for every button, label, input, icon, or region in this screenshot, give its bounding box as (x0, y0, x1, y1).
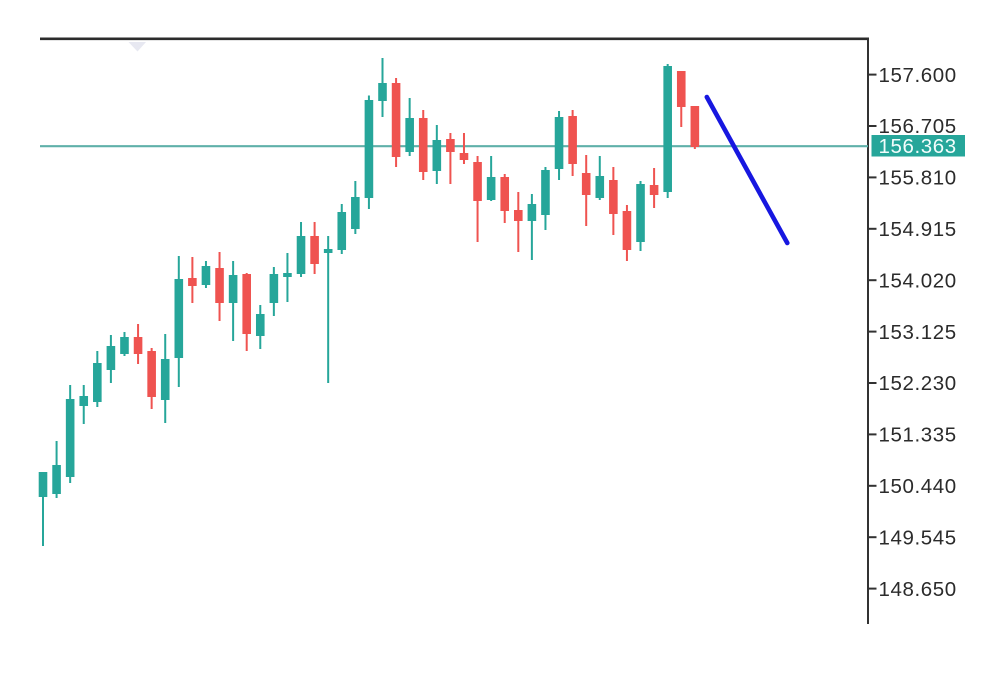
svg-text:156.363: 156.363 (879, 135, 957, 158)
svg-text:149.545: 149.545 (879, 526, 957, 549)
svg-text:153.125: 153.125 (879, 321, 957, 344)
svg-text:155.810: 155.810 (879, 167, 957, 190)
svg-text:154.020: 154.020 (879, 269, 957, 292)
svg-text:157.600: 157.600 (879, 64, 957, 87)
svg-text:150.440: 150.440 (879, 475, 957, 498)
svg-text:152.230: 152.230 (879, 372, 957, 395)
svg-text:154.915: 154.915 (879, 218, 957, 241)
svg-text:156.705: 156.705 (879, 115, 957, 138)
svg-text:148.650: 148.650 (879, 578, 957, 601)
svg-text:151.335: 151.335 (879, 424, 957, 447)
